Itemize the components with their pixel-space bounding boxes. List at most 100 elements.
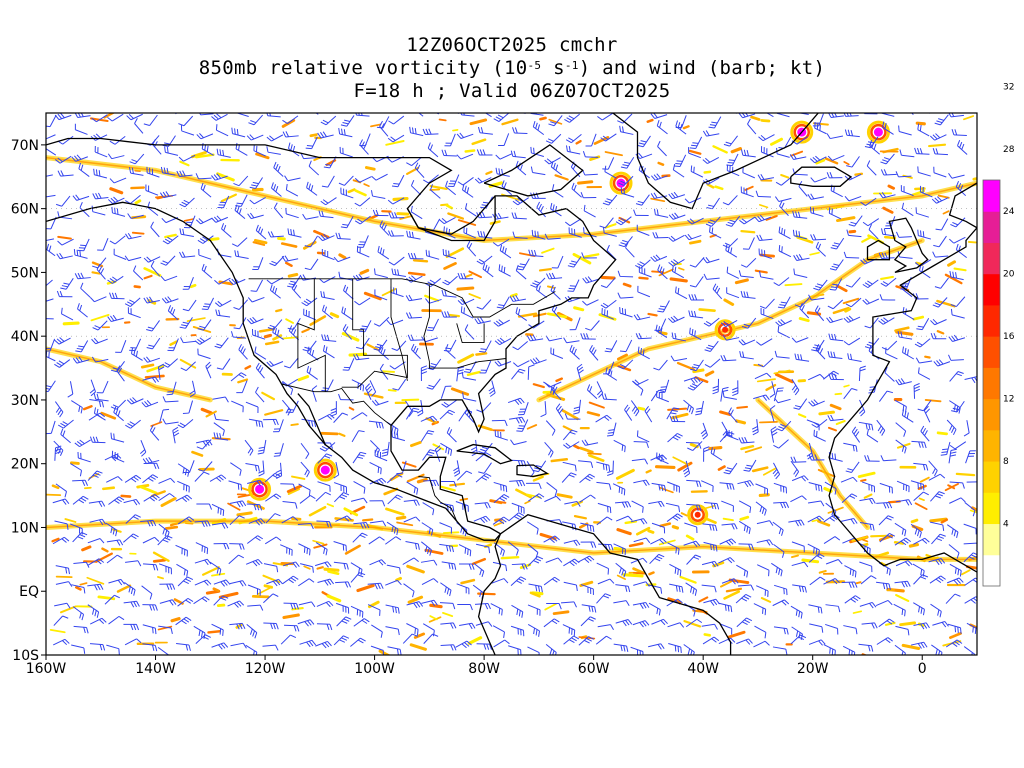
wind-barb-flag <box>798 632 801 639</box>
wind-barb-staff <box>83 238 90 251</box>
wind-barb-flag <box>154 628 157 635</box>
wind-barb-flag <box>74 442 80 448</box>
wind-barb-flag <box>670 412 677 415</box>
wind-barb-flag <box>498 519 505 525</box>
wind-barb-staff <box>815 349 826 360</box>
wind-barb-flag <box>702 257 708 264</box>
wind-barb-flag <box>378 560 384 566</box>
wind-barb-staff <box>950 359 964 361</box>
vorticity-streak <box>911 189 926 197</box>
wind-barb-flag <box>657 501 662 508</box>
wind-barb-flag <box>255 536 261 542</box>
wind-barb-flag <box>110 432 113 439</box>
wind-barb-staff <box>73 625 87 629</box>
wind-barb-flag <box>275 469 282 474</box>
wind-barb-staff <box>112 275 124 284</box>
wind-barb-staff <box>76 195 90 201</box>
wind-barb-flag <box>109 140 116 145</box>
wind-barb-staff <box>134 153 145 165</box>
wind-barb-staff <box>666 598 678 607</box>
wind-barb-flag <box>817 606 820 613</box>
wind-barb-flag <box>849 568 852 575</box>
vorticity-streak <box>326 503 335 508</box>
wind-barb-flag <box>663 618 668 625</box>
wind-barb-flag <box>516 268 523 271</box>
wind-barb-flag <box>185 599 192 604</box>
vorticity-streak <box>703 633 712 637</box>
wind-barb-flag <box>129 398 135 404</box>
wind-barb-flag <box>633 408 638 415</box>
wind-barb-flag <box>381 477 387 483</box>
wind-barb-staff <box>251 214 264 220</box>
vorticity-streak <box>600 275 616 280</box>
wind-barb-flag <box>273 202 278 209</box>
wind-barb-staff <box>449 339 457 352</box>
wind-barb-flag <box>535 629 538 636</box>
wind-barb-staff <box>143 493 155 502</box>
wind-barb-flag <box>949 238 955 244</box>
wind-barb-staff <box>325 197 337 206</box>
wind-barb-staff <box>411 349 421 360</box>
wind-barb-flag <box>517 370 524 374</box>
vorticity-streak <box>86 576 105 585</box>
wind-barb-flag <box>375 346 382 349</box>
wind-barb-staff <box>596 381 604 394</box>
wind-barb-flag <box>363 618 370 623</box>
wind-barb-flag <box>730 606 733 613</box>
wind-barb-flag <box>281 256 286 262</box>
wind-barb-flag <box>905 499 910 506</box>
wind-barb-flag <box>238 543 242 550</box>
wind-barb-flag <box>257 465 260 472</box>
wind-barb-staff <box>534 359 547 365</box>
wind-barb-staff <box>576 367 582 381</box>
wind-barb-flag <box>756 341 762 346</box>
wind-barb-flag <box>98 266 103 272</box>
wind-barb-flag <box>135 514 141 518</box>
wind-barb-staff <box>403 516 416 523</box>
wind-barb-staff <box>288 330 299 341</box>
wind-barb-flag <box>766 372 772 378</box>
wind-barb-flag <box>607 431 614 434</box>
wind-barb-flag <box>830 286 838 289</box>
wind-barb-staff <box>149 114 158 126</box>
wind-barb-flag <box>883 157 890 160</box>
wind-barb-flag <box>231 243 238 247</box>
wind-barb-staff <box>231 400 244 407</box>
wind-barb-flag <box>608 483 612 490</box>
wind-barb-staff <box>346 115 355 127</box>
wind-barb-flag <box>741 218 747 223</box>
wind-barb-flag <box>754 216 760 223</box>
wind-barb-flag <box>831 373 835 380</box>
wind-barb-staff <box>175 544 188 551</box>
wind-barb-flag <box>827 351 830 358</box>
wind-barb-flag <box>746 526 749 533</box>
wind-barb-flag <box>510 150 514 157</box>
wind-barb-staff <box>738 500 751 508</box>
wind-barb-flag <box>189 393 196 398</box>
wind-barb-staff <box>335 602 349 609</box>
wind-barb-flag <box>379 247 383 254</box>
wind-barb-staff <box>580 522 594 527</box>
wind-barb-flag <box>795 106 796 112</box>
wind-barb-staff <box>934 134 947 141</box>
wind-barb-flag <box>375 421 379 428</box>
wind-barb-flag <box>847 129 851 136</box>
wind-barb-flag <box>388 230 392 237</box>
wind-barb-flag <box>514 212 518 219</box>
wind-barb-flag <box>569 344 573 351</box>
wind-barb-flag <box>829 647 831 654</box>
wind-barb-flag <box>501 609 503 616</box>
wind-barb-staff <box>46 194 56 198</box>
wind-barb-flag <box>89 388 95 394</box>
wind-barb-flag <box>714 624 718 630</box>
wind-barb-flag <box>601 393 605 400</box>
wind-barb-flag <box>226 543 230 550</box>
wind-barb-flag <box>249 186 256 189</box>
wind-barb-flag <box>411 410 418 413</box>
wind-barb-staff <box>285 258 299 262</box>
wind-barb-flag <box>695 413 702 416</box>
wind-barb-flag <box>80 282 84 289</box>
wind-barb-flag <box>978 629 979 635</box>
wind-barb-staff <box>544 401 547 415</box>
wind-barb-flag <box>834 650 836 655</box>
